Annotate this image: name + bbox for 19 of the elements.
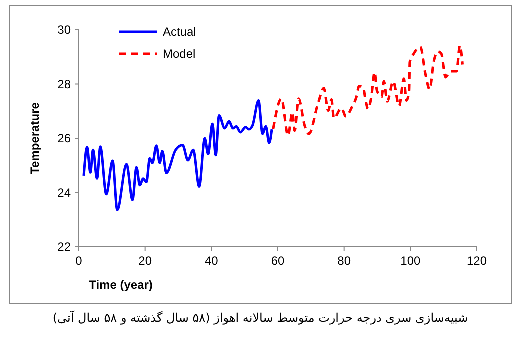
y-tick-label: 26 [58,132,72,146]
line-series [82,100,274,212]
x-axis-title: Time (year) [89,278,153,292]
x-tick-label: 0 [76,254,83,268]
y-tick-label: 30 [58,23,72,38]
y-tick-label: 22 [58,240,72,254]
x-tick-label: 100 [400,254,421,268]
text: شبیه‌سازی سری درجه حرارت متوسط سالانه اهواز (۵۸ سال گذشته و ۵۸ سال آتی) [52,310,468,325]
y-axis-title: Temperature [28,102,42,174]
x-tick-label: 120 [466,254,488,268]
legend-label: Model [163,47,196,62]
x-tick-label: 80 [338,254,352,268]
legend-label: Actual [163,25,196,40]
line-series [272,44,464,138]
x-tick-label: 20 [138,254,152,268]
y-tick-label: 24 [58,186,72,200]
x-tick-label: 40 [204,254,219,268]
y-tick-label: 28 [58,77,72,92]
x-tick-label: 60 [271,254,285,268]
